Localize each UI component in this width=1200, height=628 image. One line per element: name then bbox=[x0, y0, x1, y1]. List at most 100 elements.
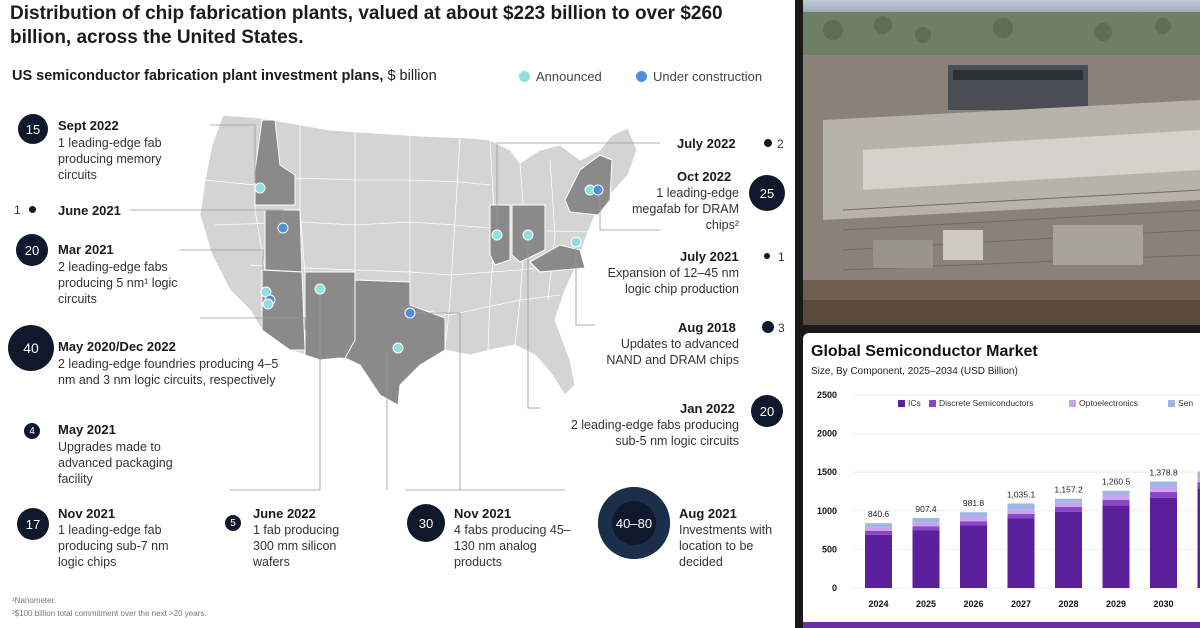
site-marker-idaho bbox=[254, 182, 266, 194]
date-may-2021: May 2021 bbox=[58, 422, 116, 437]
bar-value-label: 1,378.8 bbox=[1149, 468, 1178, 478]
desc-may-2020-dec-2022: 2 leading-edge foundries producing 4–5 n… bbox=[58, 357, 279, 387]
chart-legend-opto: Optoelectronics bbox=[1069, 398, 1138, 408]
bar-value-label: 981.8 bbox=[963, 498, 985, 508]
subtitle-unit: $ billion bbox=[383, 68, 437, 84]
y-tick-label: 500 bbox=[822, 544, 837, 554]
desc-june-2022: 1 fab producing 300 mm silicon wafers bbox=[253, 523, 340, 569]
date-oct-2022: Oct 2022 bbox=[677, 169, 732, 184]
state-new-mexico bbox=[304, 271, 356, 361]
fab-aerial-photo bbox=[803, 0, 1200, 325]
bar-segment-ics bbox=[1102, 505, 1130, 588]
site-marker-new-york-2 bbox=[592, 184, 604, 196]
x-tick-label: 2025 bbox=[916, 599, 936, 609]
bar-segment-sensors bbox=[1007, 503, 1035, 510]
bar-segment-ics bbox=[960, 525, 987, 588]
bar-segment-optoelectronics bbox=[865, 527, 892, 531]
date-july-2021: July 2021 bbox=[680, 249, 739, 264]
infographic-panel: Distribution of chip fabrication plants,… bbox=[0, 0, 795, 628]
legend-announced: Announced bbox=[519, 69, 602, 84]
bar-value-label: 907.4 bbox=[915, 504, 937, 514]
x-tick-label: 2026 bbox=[963, 599, 983, 609]
bar-segment-discrete-semiconductors bbox=[1055, 506, 1082, 512]
legend-under-construction: Under construction bbox=[636, 69, 762, 84]
bar-segment-discrete-semiconductors bbox=[1102, 499, 1130, 506]
desc-july-2021: Expansion of 12–45 nm logic chip product… bbox=[607, 266, 739, 296]
bar-segment-optoelectronics bbox=[1197, 476, 1200, 483]
infographic-title: Distribution of chip fabrication plants,… bbox=[10, 3, 723, 48]
chart-legend-discrete: Discrete Semiconductors bbox=[929, 398, 1033, 408]
site-marker-arizona-1 bbox=[260, 286, 272, 298]
legend-label-discrete: Discrete Semiconductors bbox=[939, 398, 1034, 408]
y-tick-label: 1500 bbox=[817, 467, 837, 477]
chart-bottom-bar bbox=[803, 622, 1200, 628]
bar-value-label: 1,035.1 bbox=[1007, 489, 1036, 499]
x-tick-label: 2024 bbox=[868, 599, 888, 609]
date-nov-2021-a: Nov 2021 bbox=[58, 506, 116, 521]
bar-segment-optoelectronics bbox=[1007, 509, 1035, 514]
date-may-2020-dec-2022: May 2020/Dec 2022 bbox=[58, 339, 176, 354]
footnote-1: ¹Nanometer. bbox=[12, 596, 57, 605]
investment-dot-july-2021 bbox=[764, 253, 770, 259]
date-june-2021: June 2021 bbox=[58, 203, 121, 218]
desc-may-2021: Upgrades made to advanced packaging faci… bbox=[58, 440, 173, 486]
investment-bubble-june-2022: 5 bbox=[225, 515, 241, 531]
bar-segment-optoelectronics bbox=[960, 516, 987, 522]
date-jan-2022: Jan 2022 bbox=[680, 401, 735, 416]
investment-bubble-may-2020: 40 bbox=[8, 325, 54, 371]
bar-segment-sensors bbox=[960, 512, 987, 517]
y-tick-label: 2500 bbox=[817, 390, 837, 400]
legend-label-opto: Optoelectronics bbox=[1079, 398, 1139, 408]
state-arizona bbox=[261, 269, 306, 351]
bar-segment-ics bbox=[912, 530, 940, 588]
aerial-photo-image bbox=[803, 0, 1200, 325]
x-tick-label: 2028 bbox=[1058, 599, 1078, 609]
state-virginia bbox=[529, 244, 586, 273]
site-marker-virginia bbox=[570, 236, 582, 248]
bar-value-label: 840.6 bbox=[868, 509, 890, 519]
legend-dot-announced bbox=[519, 71, 530, 82]
footnote-2: ²$100 billion total commitment over the … bbox=[12, 609, 207, 618]
bar-value-label: 1,260.5 bbox=[1102, 477, 1131, 487]
desc-sept-2022: 1 leading-edge fab producing memory circ… bbox=[58, 136, 162, 182]
bar-segment-optoelectronics bbox=[912, 522, 940, 527]
desc-jan-2022: 2 leading-edge fabs producing sub-5 nm l… bbox=[570, 418, 739, 448]
market-bar-chart: 0 500 1000 1500 2000 2500 840.6 2024 907.4 2025 98… bbox=[817, 390, 1200, 609]
site-marker-texas-2 bbox=[392, 342, 404, 354]
bar-segment-discrete-semiconductors bbox=[1007, 513, 1035, 519]
market-chart-panel: Global Semiconductor Market Size, By Com… bbox=[803, 333, 1200, 628]
state-indiana bbox=[489, 204, 511, 266]
site-marker-arizona-2 bbox=[264, 294, 276, 306]
desc-mar-2021: 2 leading-edge fabs producing 5 nm¹ logi… bbox=[58, 260, 178, 306]
bar-segment-discrete-semiconductors bbox=[960, 521, 987, 526]
site-marker-ohio bbox=[522, 229, 534, 241]
legend-swatch-discrete bbox=[929, 400, 936, 407]
investment-value-july-2021: 1 bbox=[778, 250, 785, 264]
date-aug-2021: Aug 2021 bbox=[679, 506, 737, 521]
chart-subtitle: Size, By Component, 2025–2034 (USD Billi… bbox=[811, 366, 1018, 377]
investment-dot-july-2022 bbox=[764, 139, 772, 147]
state-ohio bbox=[511, 204, 546, 263]
legend-label-ics: ICs bbox=[908, 398, 921, 408]
investment-bubble-may-2021: 4 bbox=[24, 423, 40, 439]
bar-segment-discrete-semiconductors bbox=[1197, 482, 1200, 489]
bar-segment-sensors bbox=[912, 517, 940, 523]
legend-under-construction-label: Under construction bbox=[653, 69, 763, 84]
desc-oct-2022: 1 leading-edge megafab for DRAM chips² bbox=[632, 186, 739, 232]
desc-aug-2021: Investments with location to be decided bbox=[679, 523, 773, 569]
y-tick-label: 2000 bbox=[817, 429, 837, 439]
bar-segment-discrete-semiconductors bbox=[1150, 491, 1177, 498]
x-tick-label: 2027 bbox=[1011, 599, 1031, 609]
date-mar-2021: Mar 2021 bbox=[58, 242, 114, 257]
bar-segment-ics bbox=[1197, 488, 1200, 588]
bar-segment-sensors bbox=[1197, 471, 1200, 477]
highlighted-states bbox=[254, 119, 613, 406]
date-nov-2021-b: Nov 2021 bbox=[454, 506, 512, 521]
state-utah bbox=[264, 209, 303, 273]
bar-segment-optoelectronics bbox=[1055, 502, 1082, 507]
investment-bubble-nov-2021-b: 30 bbox=[407, 504, 445, 542]
x-tick-label: 2030 bbox=[1153, 599, 1173, 609]
bar-segment-sensors bbox=[865, 523, 892, 528]
investment-dot-aug-2018 bbox=[762, 321, 774, 333]
legend-swatch-opto bbox=[1069, 400, 1076, 407]
